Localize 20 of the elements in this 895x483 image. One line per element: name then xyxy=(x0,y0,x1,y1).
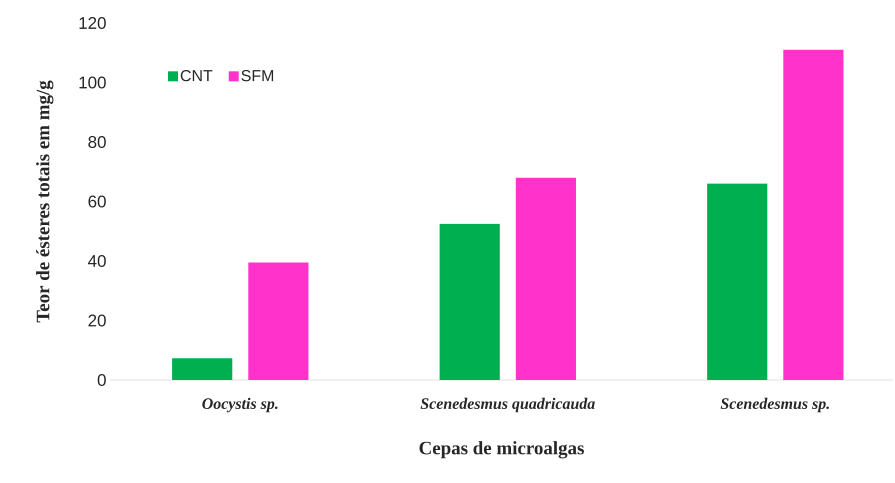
bar xyxy=(707,184,768,380)
x-tick-label: Scenedesmus sp. xyxy=(720,398,829,412)
y-tick-label: 60 xyxy=(88,196,106,208)
legend-label: CNT xyxy=(180,70,212,82)
bar xyxy=(783,50,844,380)
x-tick-label: Oocystis sp. xyxy=(202,398,278,412)
bar xyxy=(440,224,500,380)
y-tick-label: 0 xyxy=(98,374,106,386)
y-axis-title: Teor de ésteres totais em mg/g xyxy=(36,80,54,322)
y-tick-label: 80 xyxy=(88,136,106,148)
bar xyxy=(516,178,576,380)
y-tick-label: 40 xyxy=(88,255,106,267)
bar xyxy=(172,358,232,380)
y-tick-label: 100 xyxy=(80,76,106,88)
legend-label: SFM xyxy=(241,70,274,82)
bar xyxy=(248,262,308,380)
x-axis-title: Cepas de microalgas xyxy=(420,441,584,458)
y-tick-label: 120 xyxy=(80,17,106,29)
y-tick-label: 20 xyxy=(88,314,106,326)
x-tick-label: Scenedesmus quadricauda xyxy=(420,398,595,412)
